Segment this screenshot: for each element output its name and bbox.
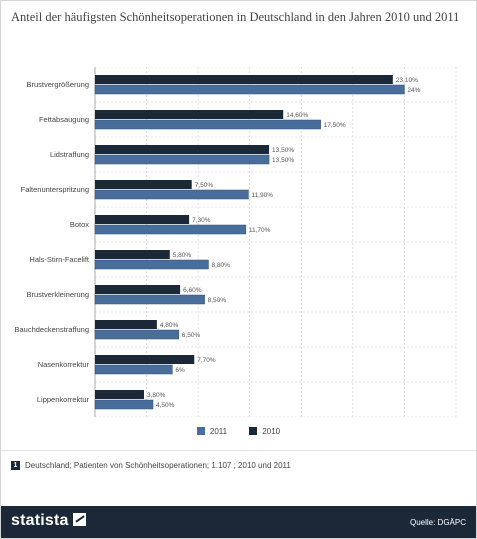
data-label-2010: 3,80% bbox=[147, 392, 166, 399]
bar-2010 bbox=[95, 110, 284, 119]
data-label-2011: 8,50% bbox=[208, 297, 227, 304]
bar-2011 bbox=[94, 224, 247, 235]
legend-item-2011[interactable]: 2011 bbox=[196, 427, 228, 437]
data-label-2010: 6,60% bbox=[183, 287, 202, 294]
category-label: Fettabsaugung bbox=[39, 115, 89, 124]
category-label: Lippenkorrektur bbox=[37, 395, 90, 404]
category-label: Brustvergrößerung bbox=[26, 80, 89, 89]
legend-swatch-2011 bbox=[196, 427, 205, 436]
data-label-2011: 24% bbox=[407, 87, 420, 94]
bar-2011 bbox=[94, 154, 270, 165]
data-label-2010: 14,60% bbox=[286, 112, 308, 119]
category-label: Hals-Stirn-Facelift bbox=[29, 255, 90, 264]
footnote: 1 Deutschland; Patienten von Schönheitso… bbox=[1, 450, 476, 481]
statista-logo[interactable]: statista bbox=[11, 512, 86, 530]
bar-2010 bbox=[95, 215, 190, 224]
info-number-icon: 1 bbox=[11, 461, 20, 470]
bar-2011 bbox=[94, 399, 154, 410]
bar-2010 bbox=[95, 75, 393, 84]
data-label-2011: 8,80% bbox=[211, 262, 230, 269]
data-label-2011: 13,50% bbox=[272, 157, 294, 164]
data-label-2010: 4,80% bbox=[160, 322, 179, 329]
legend-label-2011: 2011 bbox=[209, 427, 228, 437]
data-label-2010: 7,50% bbox=[195, 182, 214, 189]
data-label-2010: 7,30% bbox=[192, 217, 211, 224]
category-label: Botox bbox=[70, 220, 89, 229]
legend-item-2010[interactable]: 2010 bbox=[249, 427, 280, 436]
category-label: Faltenunterspritzung bbox=[21, 185, 89, 194]
category-label: Bauchdeckenstraffung bbox=[15, 325, 90, 334]
bar-2011 bbox=[94, 189, 249, 200]
data-label-2011: 6,50% bbox=[182, 332, 201, 339]
bar-2010 bbox=[95, 320, 157, 329]
data-label-2010: 7,70% bbox=[197, 357, 216, 364]
legend-swatch-2010 bbox=[249, 427, 258, 436]
data-label-2011: 11,70% bbox=[249, 227, 271, 234]
bar-2010 bbox=[95, 180, 192, 189]
bar-2010 bbox=[95, 390, 144, 399]
bar-2010 bbox=[95, 285, 181, 294]
legend: 2011 2010 bbox=[1, 427, 476, 436]
legend-label-2010: 2010 bbox=[262, 427, 281, 437]
data-label-2011: 6% bbox=[175, 367, 185, 374]
data-label-2011: 17,50% bbox=[324, 122, 346, 129]
data-label-2010: 5,80% bbox=[173, 252, 192, 259]
bar-2011 bbox=[94, 364, 173, 375]
data-label-2011: 11,90% bbox=[251, 192, 273, 199]
bar-2011 bbox=[94, 294, 205, 305]
category-label: Lidstraffung bbox=[50, 150, 89, 159]
bar-2011 bbox=[94, 259, 209, 270]
data-label-2011: 4,50% bbox=[156, 402, 175, 409]
chart-title: Anteil der häufigsten Schönheitsoperatio… bbox=[11, 10, 460, 24]
bar-chart: Brustvergrößerung 23,10% 24% Fettabsaugung 1… bbox=[15, 67, 457, 417]
bar-2011 bbox=[94, 84, 405, 95]
category-label: Nasenkorrektur bbox=[38, 360, 90, 369]
footnote-text: Deutschland; Patienten von Schönheitsope… bbox=[25, 461, 291, 470]
bar-2010 bbox=[95, 250, 170, 259]
bar-2011 bbox=[94, 329, 180, 340]
data-label-2010: 23,10% bbox=[396, 77, 418, 84]
bar-2010 bbox=[95, 355, 195, 364]
bar-2010 bbox=[95, 145, 270, 154]
statista-logo-icon bbox=[72, 513, 86, 526]
source-text: Quelle: DGÄPC bbox=[409, 518, 466, 527]
category-label: Brustverkleinerung bbox=[26, 290, 89, 299]
data-label-2010: 13,50% bbox=[272, 147, 294, 154]
bar-2011 bbox=[94, 119, 321, 130]
footer-bar: statista Quelle: DGÄPC bbox=[1, 506, 476, 538]
logo-text: statista bbox=[11, 512, 69, 529]
chart-area: Brustvergrößerung 23,10% 24% Fettabsaugung 1… bbox=[1, 67, 476, 417]
